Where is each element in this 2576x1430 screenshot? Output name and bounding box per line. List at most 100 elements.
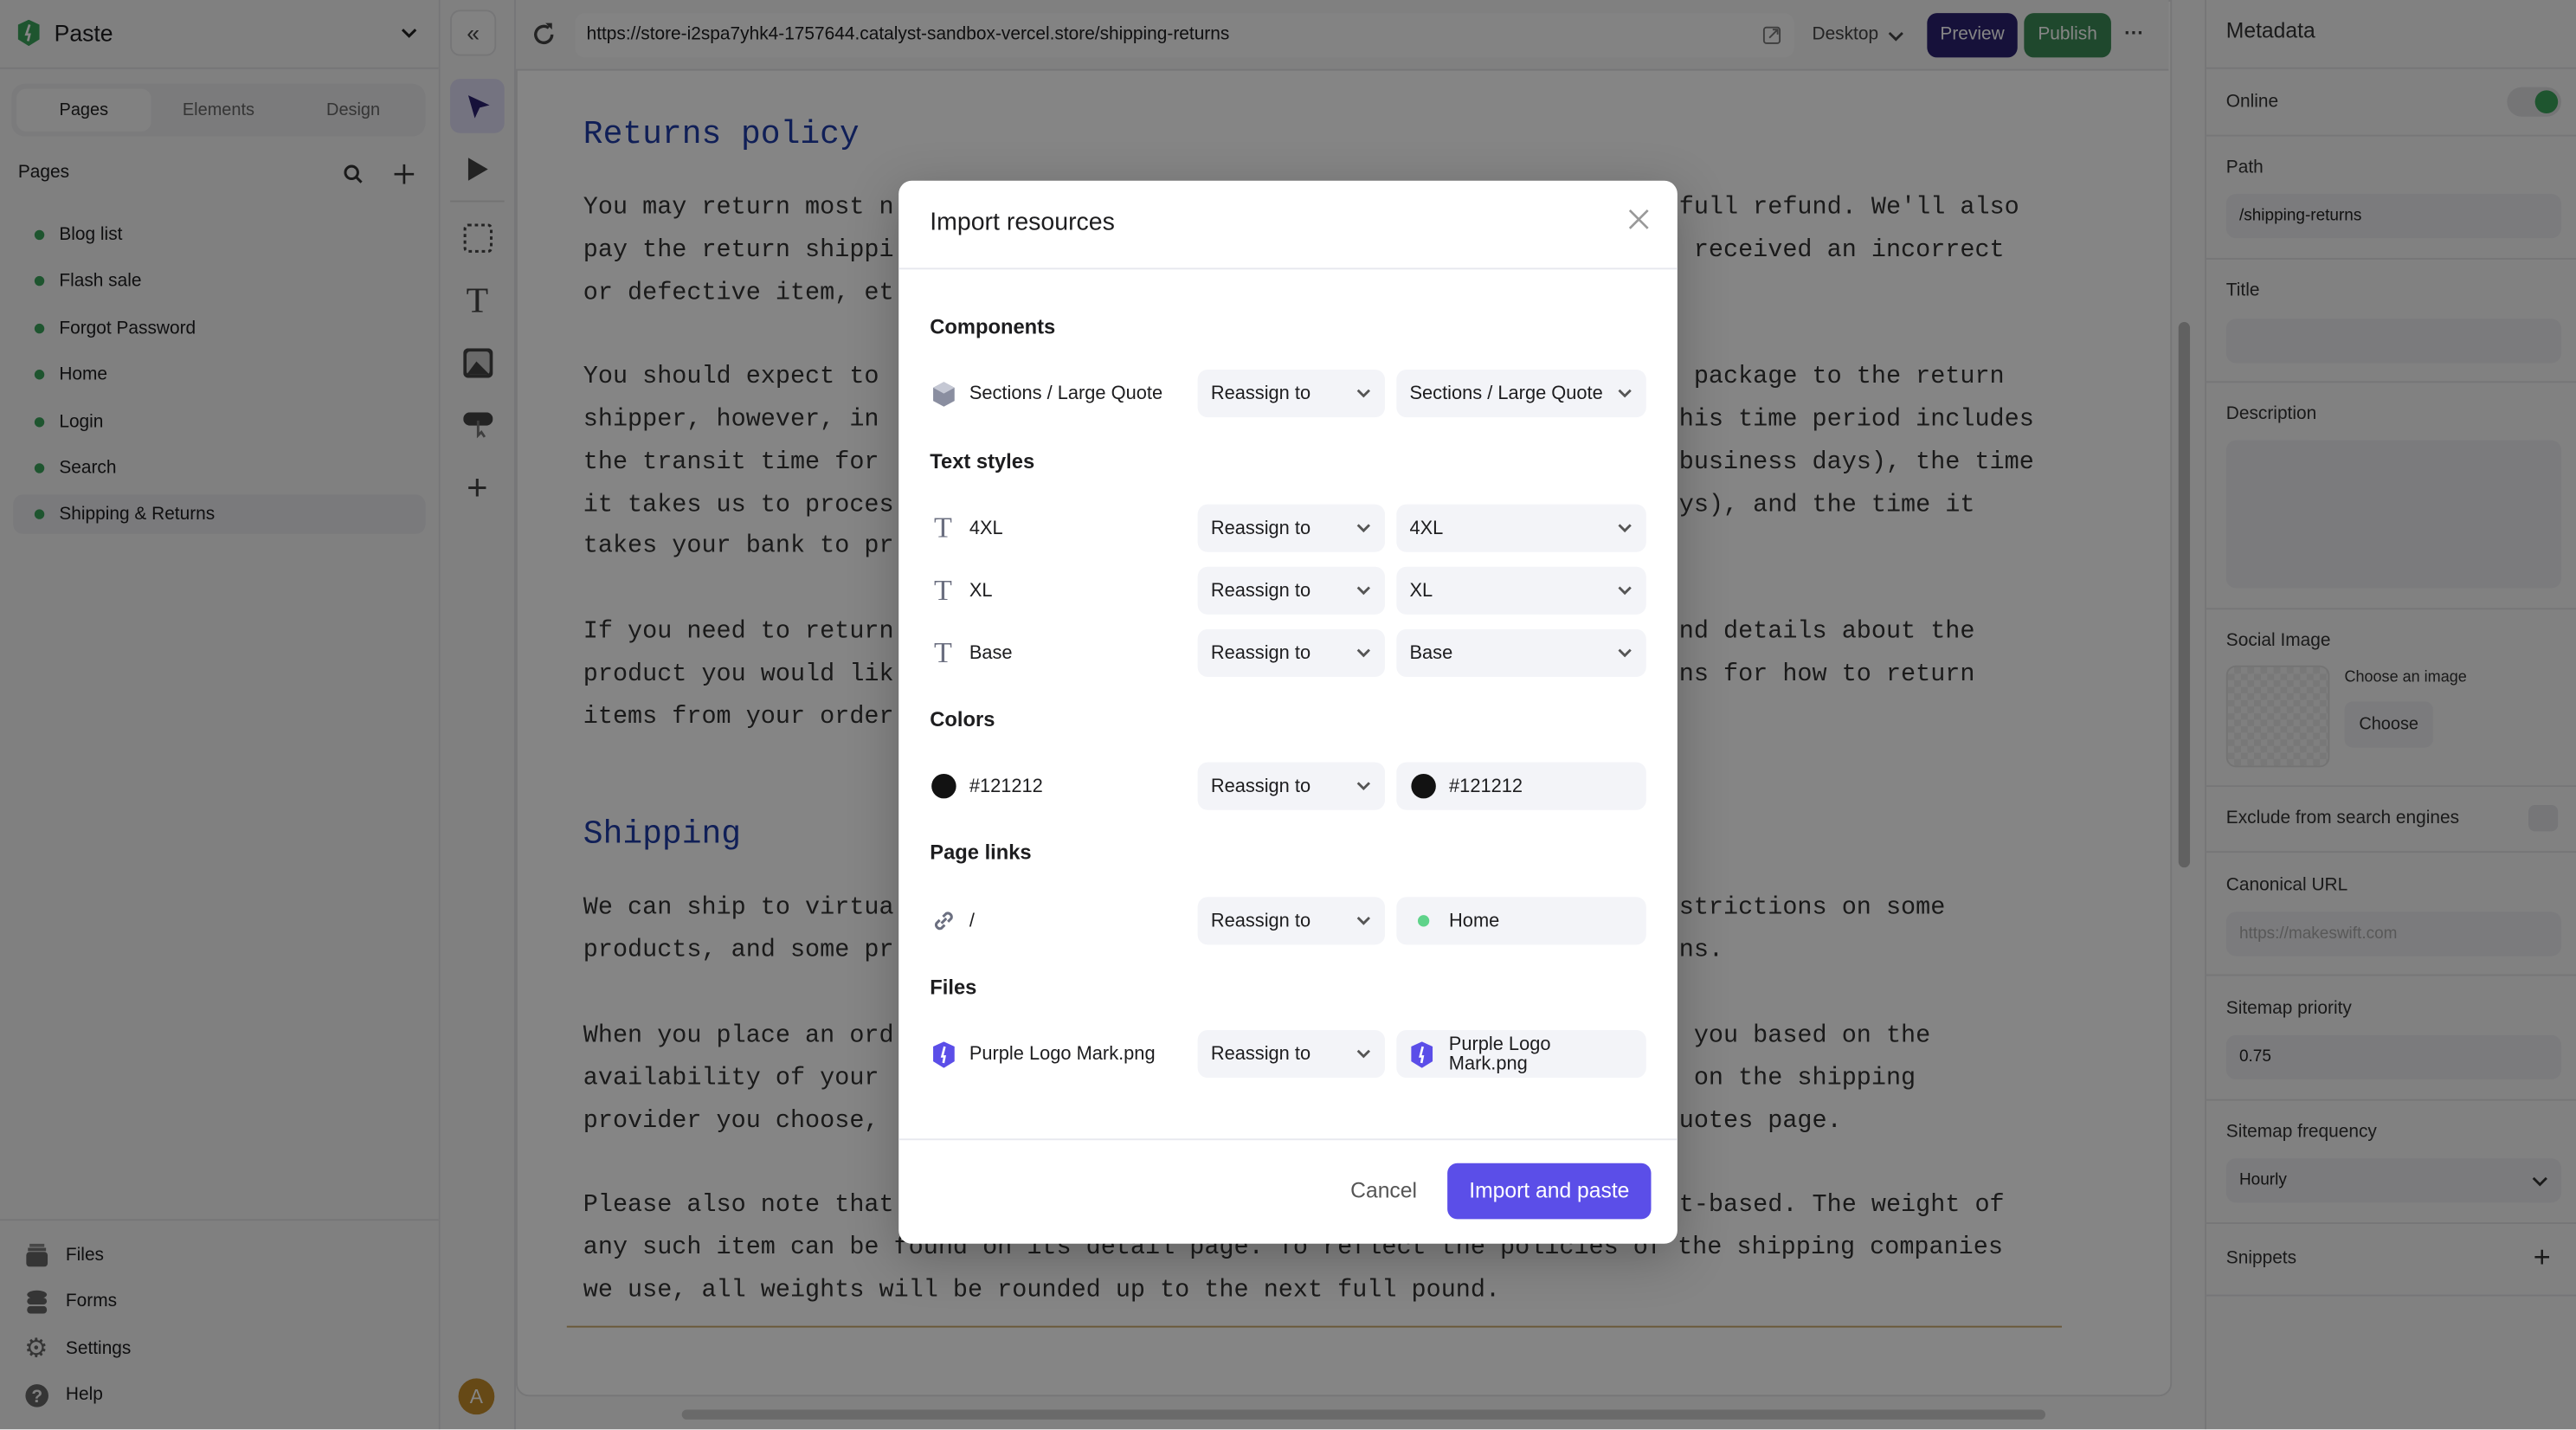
sidebar-item-forms[interactable]: Forms [23, 1288, 118, 1314]
cancel-button[interactable]: Cancel [1350, 1177, 1417, 1203]
select-tool[interactable] [450, 79, 505, 133]
description-textarea[interactable] [2225, 440, 2561, 589]
text-tool[interactable]: T [450, 273, 505, 327]
reassign-select[interactable]: Reassign to [1197, 370, 1386, 418]
sidebar-item-files[interactable]: Files [23, 1242, 104, 1268]
priority-input[interactable]: 0.75 [2225, 1034, 2561, 1079]
avatar[interactable]: A [458, 1378, 495, 1415]
social-image-preview[interactable] [2225, 665, 2330, 768]
collapse-sidebar-button[interactable]: « [450, 10, 497, 56]
chevron-down-icon[interactable] [399, 24, 419, 41]
social-image-label: Social Image [2225, 630, 2331, 651]
reassign-select[interactable]: Reassign to [1197, 566, 1386, 615]
more-menu-icon[interactable]: ··· [2124, 21, 2144, 45]
target-select[interactable]: 4XL [1396, 504, 1646, 552]
sidebar-page-item[interactable]: Forgot Password [13, 308, 425, 348]
tab-elements[interactable]: Elements [182, 100, 254, 120]
tab-pages[interactable]: Pages [16, 88, 151, 132]
database-icon [23, 1288, 49, 1314]
tab-design[interactable]: Design [326, 100, 381, 120]
page-label: Home [59, 364, 108, 385]
choose-button[interactable]: Choose [2344, 701, 2433, 748]
canonical-label: Canonical URL [2225, 875, 2348, 896]
resource-name: #121212 [930, 763, 1043, 810]
text-style-icon: T [934, 635, 952, 669]
sidebar-item-help[interactable]: ? Help [23, 1382, 103, 1407]
text-line: it takes us to proces [583, 491, 894, 519]
reassign-select[interactable]: Reassign to [1197, 504, 1386, 552]
left-sidebar: Paste Pages Elements Design Pages Blog l… [0, 0, 441, 1430]
target-select[interactable]: Sections / Large Quote [1396, 370, 1646, 418]
reassign-select[interactable]: Reassign to [1197, 762, 1386, 810]
online-toggle[interactable] [2507, 87, 2561, 117]
add-snippet-icon[interactable]: + [2533, 1240, 2551, 1273]
chevron-down-icon [1356, 586, 1370, 596]
text-line: the transit time for [583, 448, 879, 477]
text-line: full refund. We'll also [1678, 193, 2019, 222]
text-line: ns for how to return [1678, 660, 1975, 689]
external-link-icon[interactable] [1762, 26, 1781, 44]
target-select[interactable]: Base [1396, 628, 1646, 677]
exclude-checkbox[interactable] [2528, 805, 2559, 832]
metadata-panel: Metadata Online Path /shipping-returns T… [2205, 0, 2576, 1430]
help-icon: ? [23, 1382, 49, 1407]
page-label: Flash sale [59, 271, 142, 292]
page-label: Shipping & Returns [59, 505, 216, 525]
chevron-down-icon [1356, 648, 1370, 658]
panel-title: Metadata [2225, 17, 2315, 43]
target-select[interactable]: #121212 [1396, 762, 1646, 810]
path-input[interactable]: /shipping-returns [2225, 193, 2561, 239]
project-switcher[interactable]: Paste [16, 15, 113, 51]
path-label: Path [2225, 158, 2264, 177]
url-bar[interactable]: https://store-i2spa7yhk4-1757644.catalys… [575, 13, 1794, 58]
close-icon[interactable] [1628, 209, 1650, 230]
frequency-label: Sitemap frequency [2225, 1122, 2377, 1143]
import-and-paste-button[interactable]: Import and paste [1447, 1163, 1652, 1220]
button-tool[interactable] [450, 397, 505, 452]
text-line: products, and some pr [583, 936, 894, 965]
title-input[interactable] [2225, 319, 2561, 364]
add-element-button[interactable]: + [450, 460, 505, 514]
text-line: availability of your [583, 1064, 879, 1093]
exclude-label: Exclude from search engines [2225, 808, 2460, 828]
vertical-scrollbar[interactable] [2178, 322, 2191, 868]
files-icon [23, 1242, 49, 1268]
sidebar-page-item[interactable]: Flash sale [13, 262, 425, 302]
box-tool[interactable] [450, 210, 505, 265]
section-title-page-links: Page links [930, 841, 1032, 865]
reassign-select[interactable]: Reassign to [1197, 628, 1386, 677]
search-icon[interactable] [344, 164, 364, 184]
add-page-icon[interactable] [394, 164, 415, 184]
sidebar-page-item[interactable]: Login [13, 402, 425, 441]
text-style-icon: T [934, 573, 952, 607]
reassign-select[interactable]: Reassign to [1197, 1030, 1386, 1079]
color-swatch-icon [930, 773, 956, 799]
target-select[interactable]: Home [1396, 897, 1646, 945]
sidebar-page-item[interactable]: Shipping & Returns [13, 495, 426, 535]
sidebar-page-item[interactable]: Home [13, 355, 425, 395]
reload-icon[interactable] [531, 22, 557, 48]
image-tool[interactable] [450, 335, 505, 390]
canonical-url-input[interactable]: https://makeswift.com [2225, 911, 2561, 957]
sidebar-page-item[interactable]: Search [13, 448, 425, 488]
chevron-down-icon [1618, 586, 1632, 596]
target-select[interactable]: Purple Logo Mark.png [1396, 1030, 1646, 1079]
sidebar-item-settings[interactable]: ⚙ Settings [24, 1336, 132, 1364]
status-dot-icon [34, 370, 45, 380]
frequency-select[interactable]: Hourly [2225, 1158, 2561, 1203]
preview-button[interactable]: Preview [1927, 13, 2018, 58]
play-tool[interactable] [450, 141, 505, 196]
sidebar-page-item[interactable]: Blog list [13, 216, 425, 255]
device-select[interactable]: Desktop [1812, 13, 1904, 57]
publish-button[interactable]: Publish [2024, 13, 2111, 58]
horizontal-scrollbar[interactable] [681, 1409, 2046, 1420]
target-select[interactable]: XL [1396, 566, 1646, 615]
reassign-select[interactable]: Reassign to [1197, 897, 1386, 945]
resource-row: Sections / Large Quote Reassign to Section… [930, 370, 1646, 418]
text-icon: T [466, 278, 489, 320]
online-label: Online [2225, 92, 2279, 113]
resource-row: Purple Logo Mark.png Reassign to Purple Lo… [930, 1030, 1646, 1079]
chevron-down-icon [1618, 648, 1632, 658]
resource-row: T XL Reassign to XL [930, 566, 1646, 615]
text-line: nd details about the [1678, 617, 1975, 646]
